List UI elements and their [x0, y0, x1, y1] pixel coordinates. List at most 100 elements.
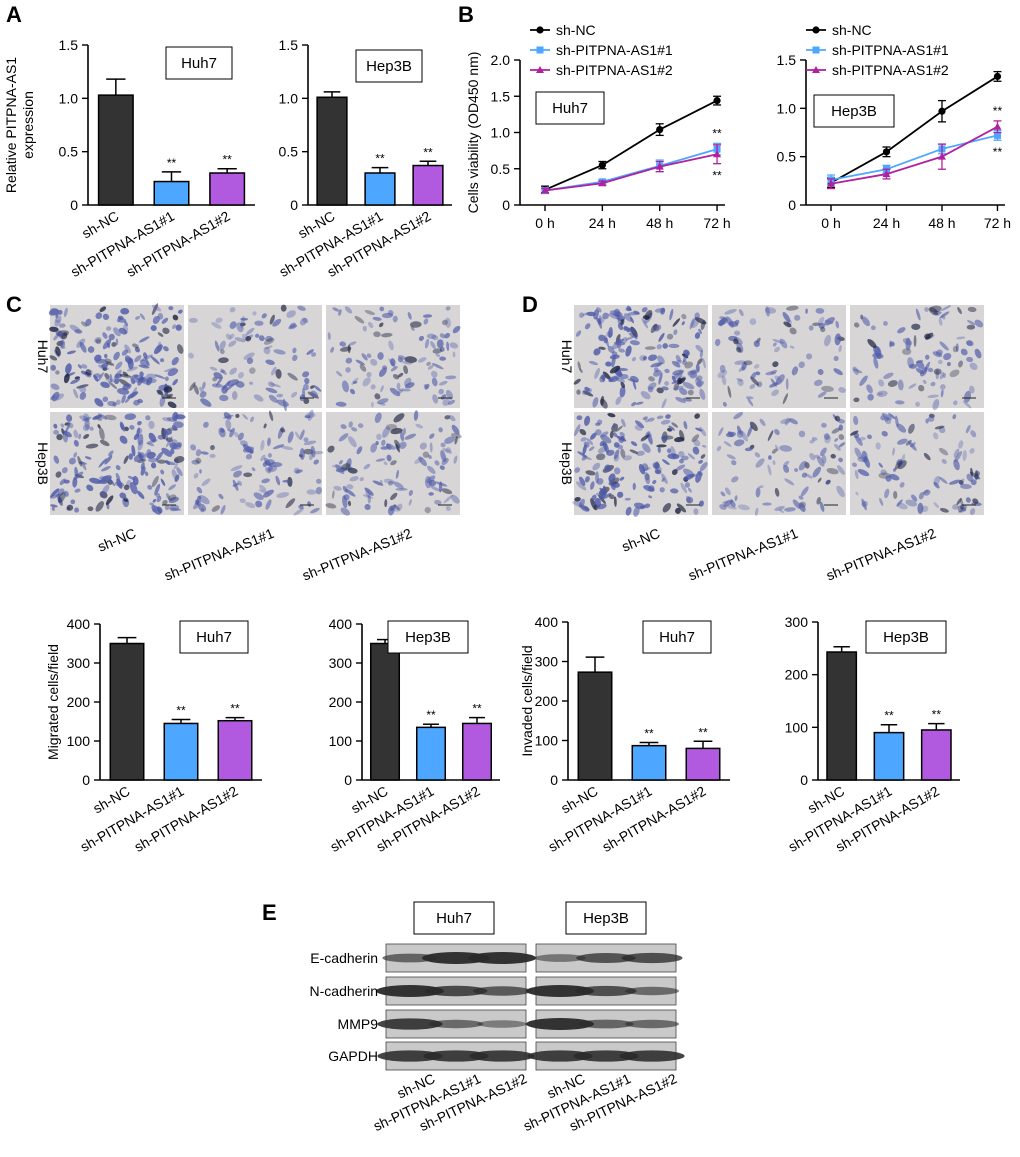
stained-cell: [584, 415, 591, 426]
stained-cell: [99, 439, 110, 447]
stained-cell: [765, 371, 777, 376]
stained-cell: [403, 365, 409, 375]
B_hep3b-point: [882, 170, 891, 178]
stained-cell: [958, 509, 967, 513]
stained-cell: [160, 358, 165, 363]
stained-cell: [737, 504, 750, 511]
stained-cell: [379, 306, 385, 312]
stained-cell: [613, 375, 625, 383]
stained-cell: [84, 418, 90, 430]
stained-cell: [764, 307, 777, 314]
stained-cell: [94, 398, 104, 407]
B_huh7-legend-label: sh-NC: [556, 22, 596, 38]
stained-cell: [275, 368, 282, 379]
stained-cell: [398, 388, 411, 392]
stained-cell: [695, 344, 704, 353]
stained-cell: [617, 444, 624, 450]
stained-cell: [223, 414, 234, 419]
stained-cell: [702, 444, 707, 448]
stained-cell: [905, 499, 918, 507]
B_hep3b-series-line: [830, 75, 998, 184]
stained-cell: [130, 378, 136, 385]
stained-cell: [642, 416, 648, 420]
stained-cell: [62, 429, 69, 443]
stained-cell: [430, 486, 442, 492]
stained-cell: [287, 431, 294, 443]
stained-cell: [262, 489, 274, 498]
stained-cell: [629, 340, 640, 346]
band-huh7-mmp9-2: [429, 1019, 483, 1029]
C_hep3b-y-tick-label: 100: [329, 733, 353, 749]
stained-cell: [578, 476, 586, 486]
stained-cell: [908, 383, 917, 389]
stained-cell: [166, 437, 173, 443]
stained-cell: [95, 358, 107, 364]
stained-cell: [935, 349, 943, 356]
stained-cell: [933, 309, 940, 317]
A_huh7-y-axis-label-line: expression: [20, 91, 36, 159]
stained-cell: [441, 319, 448, 326]
stained-cell: [610, 481, 616, 491]
stained-cell: [97, 372, 104, 382]
band-huh7-n-cadherin-1: [376, 985, 444, 997]
stained-cell: [173, 421, 184, 429]
C_huh7-bar-sh-pitpna-as1-2: [217, 719, 253, 781]
stained-cell: [677, 377, 686, 385]
blot-protein-label: MMP9: [338, 1016, 379, 1032]
stained-cell: [880, 469, 887, 476]
micrograph-column-label: sh-PITPNA-AS1#1: [686, 525, 800, 584]
stained-cell: [372, 316, 382, 321]
stained-cell: [303, 440, 317, 446]
B_huh7-legend-marker: [536, 66, 544, 73]
B_hep3b-point: [993, 131, 1001, 139]
stained-cell: [77, 364, 82, 369]
stained-cell: [855, 491, 859, 496]
stained-cell: [679, 388, 688, 396]
stained-cell: [897, 379, 904, 391]
stained-cell: [252, 311, 257, 316]
stained-cell: [955, 343, 959, 353]
stained-cell: [424, 506, 431, 514]
stained-cell: [666, 448, 672, 454]
stained-cell: [960, 348, 968, 356]
stained-cell: [675, 507, 681, 514]
stained-cell: [219, 394, 229, 402]
stained-cell: [873, 357, 879, 369]
stained-cell: [370, 384, 376, 390]
stained-cell: [700, 454, 706, 459]
stained-cell: [172, 314, 179, 321]
A_hep3b-y-tick-label: 0.5: [279, 144, 299, 160]
B_hep3b-legend-marker: [812, 46, 820, 54]
B_huh7-point: [655, 162, 664, 170]
stained-cell: [163, 346, 169, 352]
stained-cell: [740, 430, 749, 442]
stained-cell: [390, 366, 398, 372]
stained-cell: [373, 331, 381, 338]
stained-cell: [453, 455, 458, 464]
stained-cell: [894, 460, 903, 470]
stained-cell: [444, 415, 451, 420]
stained-cell: [259, 484, 267, 492]
stained-cell: [953, 448, 960, 459]
stained-cell: [426, 475, 436, 484]
stained-cell: [325, 503, 337, 509]
stained-cell: [189, 382, 196, 391]
stained-cell: [282, 479, 292, 483]
stained-cell: [852, 368, 863, 374]
B_hep3b-point: [882, 148, 891, 156]
stained-cell: [275, 475, 281, 486]
stained-cell: [362, 377, 371, 387]
stained-cell: [250, 416, 255, 423]
stained-cell: [190, 444, 197, 451]
stained-cell: [774, 375, 782, 383]
stained-cell: [772, 361, 779, 368]
stained-cell: [342, 380, 349, 393]
A_hep3b-y-tick-label: 0: [290, 197, 298, 213]
stained-cell: [699, 350, 703, 358]
stained-cell: [173, 462, 179, 470]
stained-cell: [576, 389, 581, 395]
stained-cell: [699, 461, 708, 472]
stained-cell: [310, 385, 315, 389]
stained-cell: [267, 437, 271, 447]
stained-cell: [621, 336, 628, 344]
